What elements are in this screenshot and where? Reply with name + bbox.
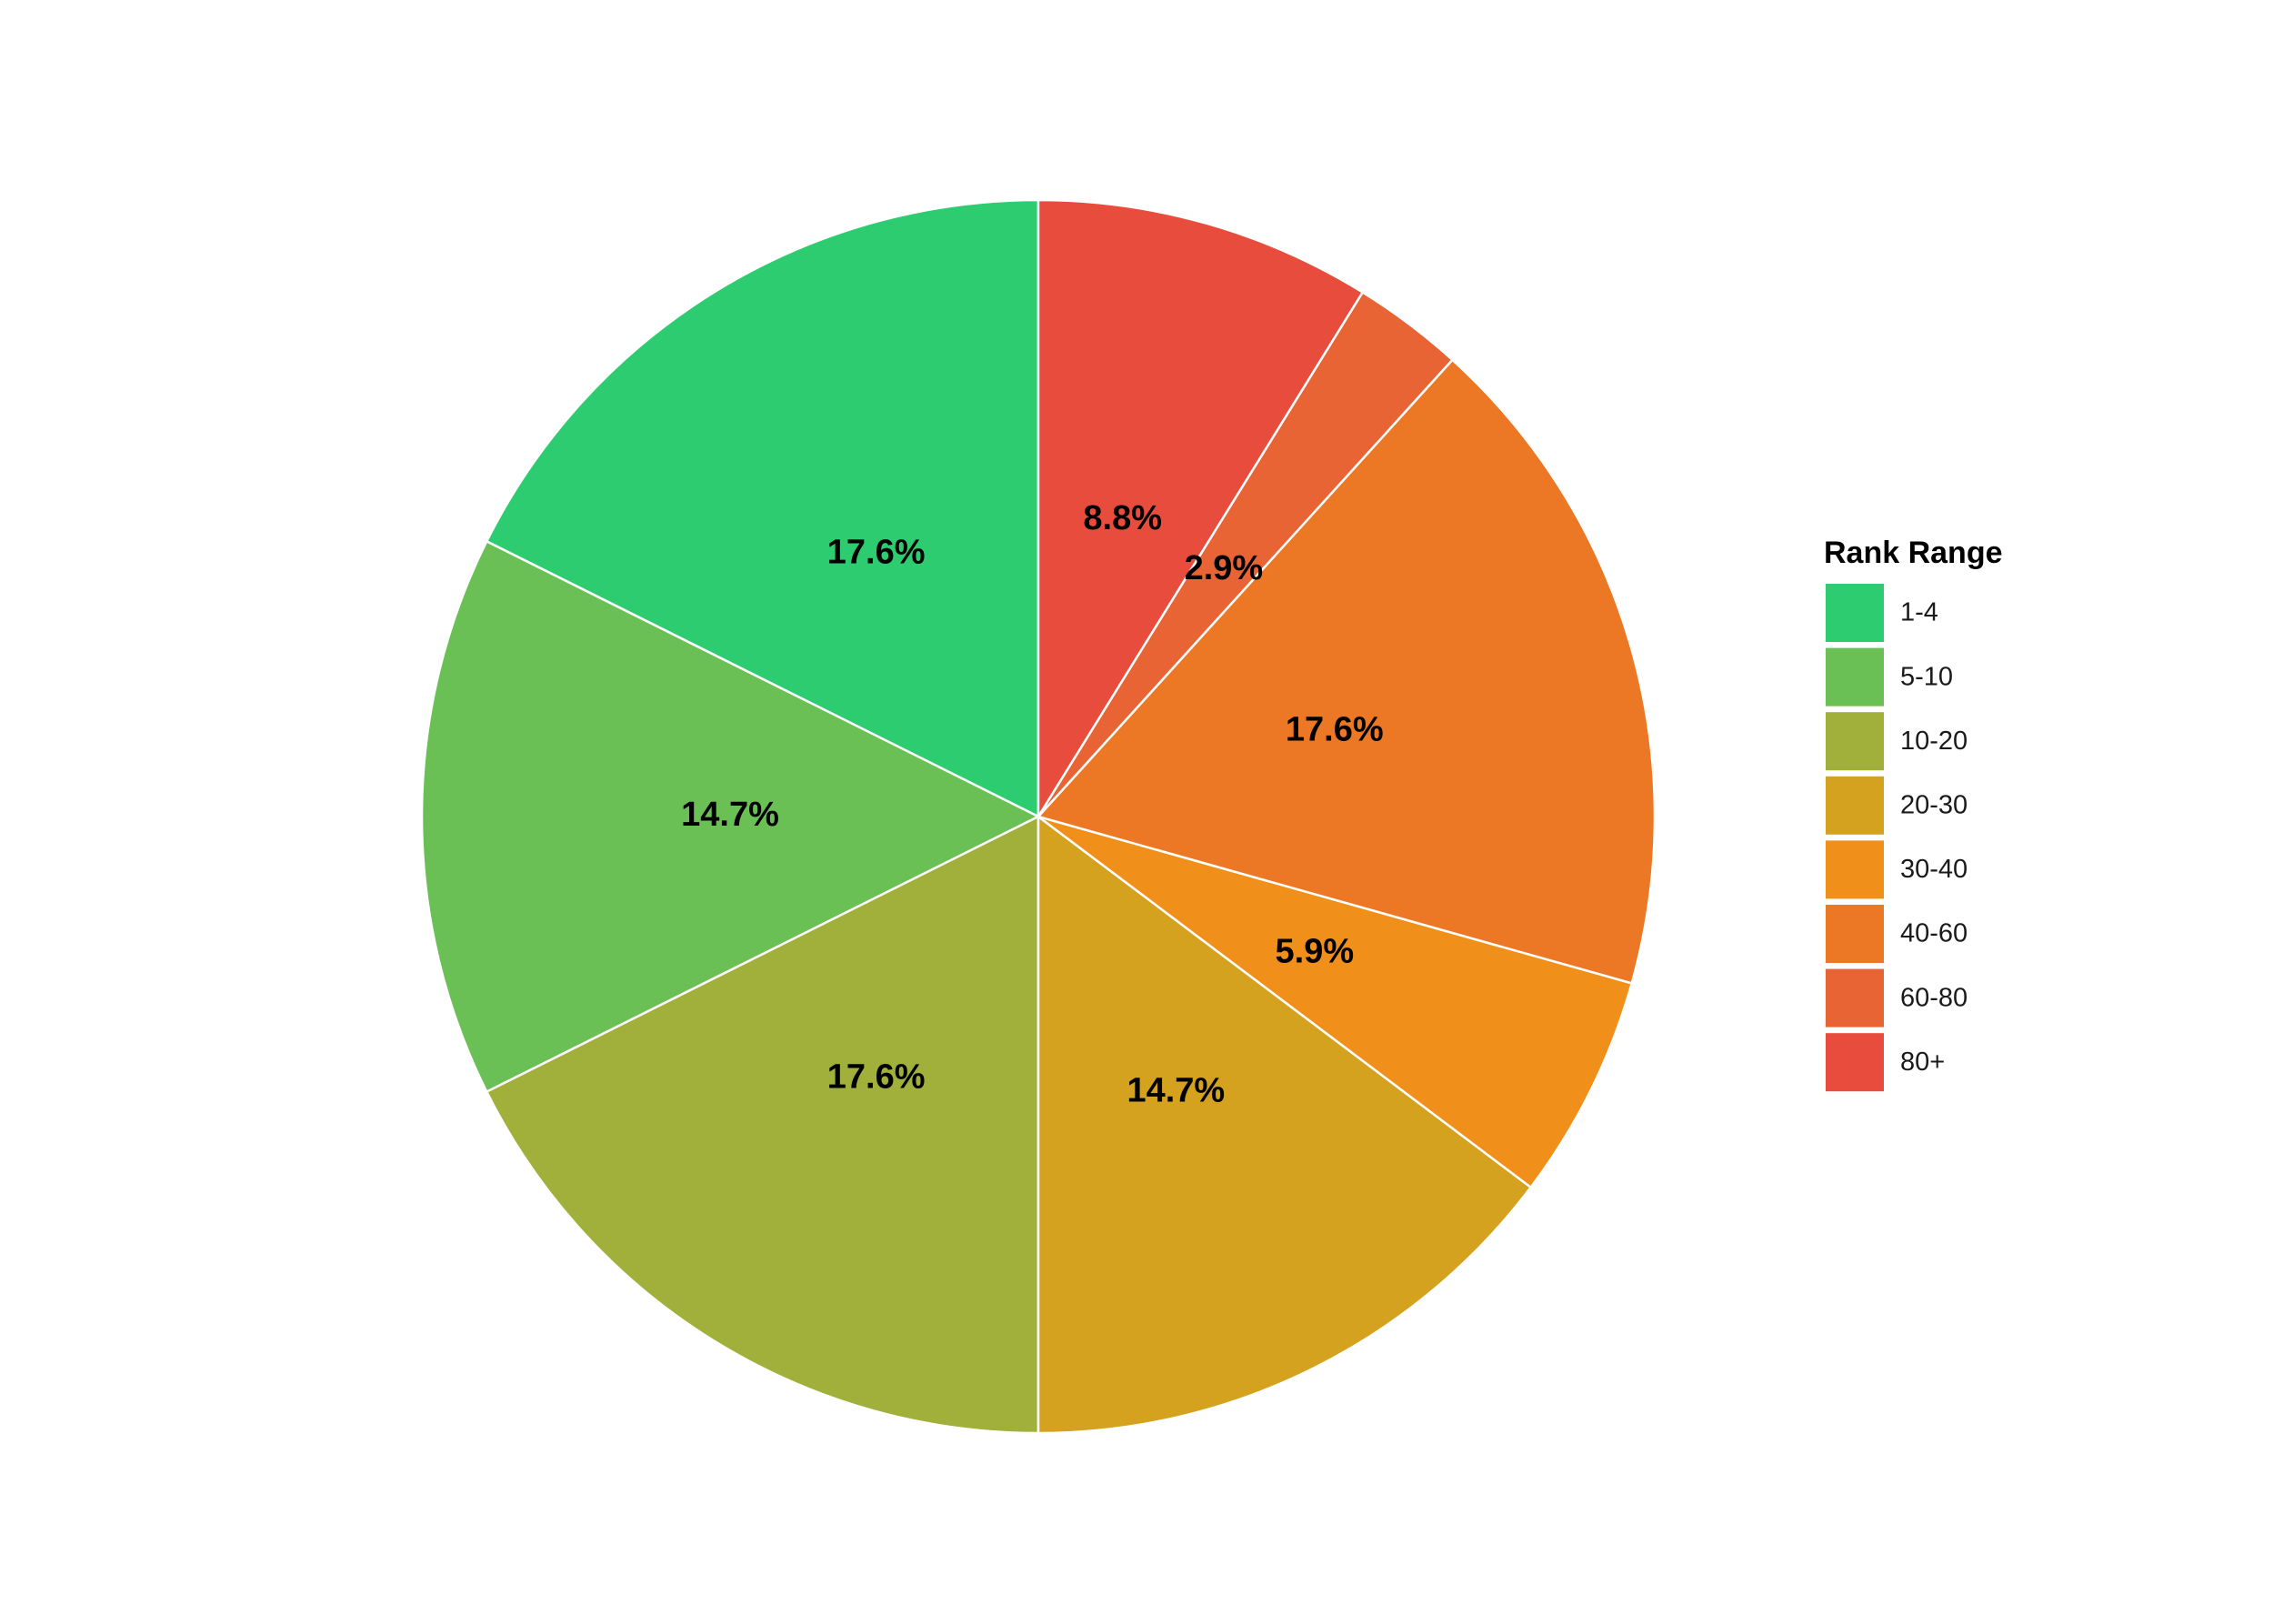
slice-label: 14.7% [681,796,779,834]
legend-label: 10-20 [1900,727,1968,756]
pie [420,198,1657,1435]
slice-label: 14.7% [1126,1071,1225,1109]
slice-label: 2.9% [1185,549,1264,587]
legend-label: 20-30 [1900,790,1968,819]
pie-slice [485,198,1040,819]
legend-swatch [1826,647,1884,707]
legend-title: Rank Range [1824,536,2003,570]
pie-slice [1036,358,1657,985]
legend-swatch [1826,840,1884,899]
legend-label: 40-60 [1900,919,1968,948]
pie-slice [1036,814,1533,1435]
slice-label: 17.6% [827,1058,926,1096]
slice-labels: 17.6% 14.7% 17.6% 14.7% 5.9% 17.6% 2.9% 8.8% [681,499,1384,1109]
pie-slice [485,814,1040,1435]
legend-label: 80+ [1900,1048,1945,1077]
legend-label: 5-10 [1900,662,1953,691]
slice-label: 17.6% [827,534,926,572]
legend-swatch [1826,776,1884,835]
legend-swatch [1826,712,1884,771]
slice-label: 8.8% [1083,499,1162,537]
legend-label: 60-80 [1900,983,1968,1012]
legend-label: 30-40 [1900,855,1968,884]
pie-slice [420,539,1041,1094]
legend-swatch [1826,1033,1884,1092]
legend: 1-4 5-10 10-20 20-30 30-40 40-60 60-80 80+ [1826,584,1968,1092]
pie-slice [1036,198,1365,821]
pie-slice [1037,815,1634,1189]
legend-swatch [1826,584,1884,642]
legend-label: 1-4 [1900,598,1938,627]
slice-label: 5.9% [1276,932,1355,970]
legend-swatch [1826,968,1884,1028]
legend-swatch [1826,905,1884,963]
slice-label: 17.6% [1286,710,1384,748]
